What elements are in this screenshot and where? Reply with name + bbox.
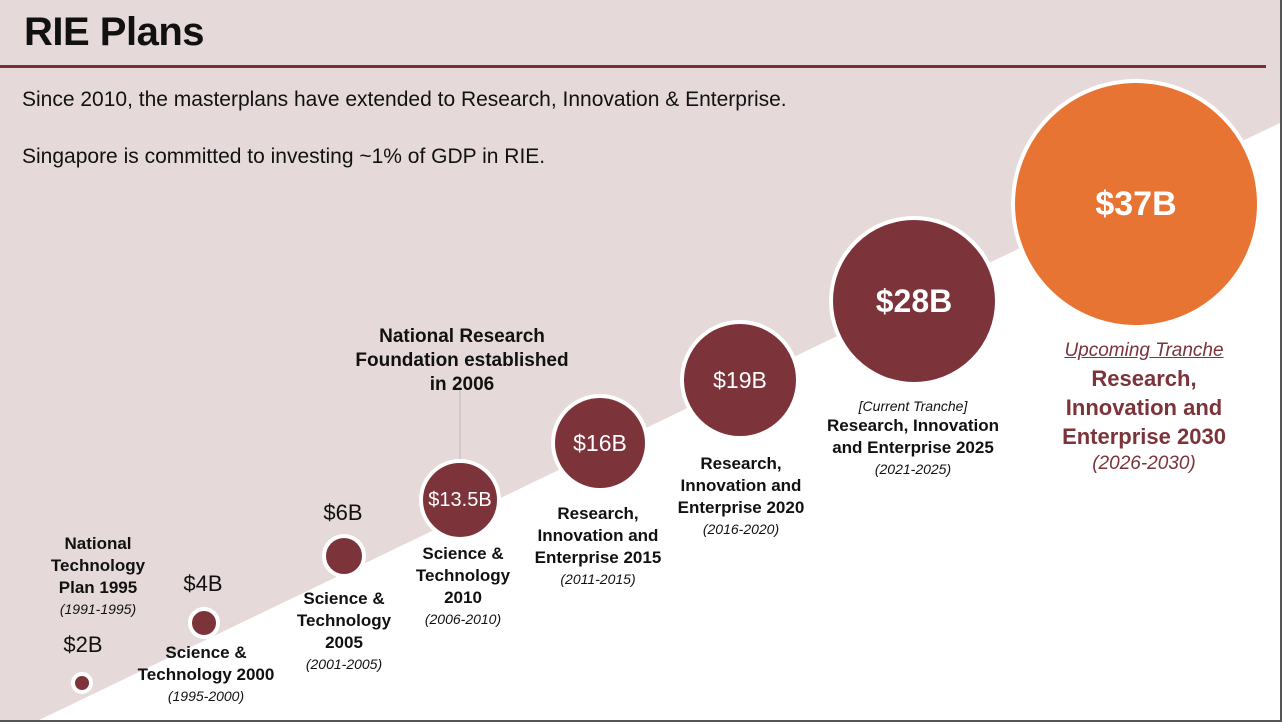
plan-years: (2021-2025) <box>874 461 952 477</box>
plan-circle-2000 <box>188 607 220 639</box>
plan-name: Science & Technology 2005 <box>296 589 392 652</box>
subtitle-2: Singapore is committed to investing ~1% … <box>22 145 546 168</box>
plan-circle-2015: $16B <box>551 394 649 492</box>
plan-years: (2001-2005) <box>305 656 383 672</box>
plan-years: (2016-2020) <box>702 521 780 537</box>
plan-name: Research, Innovation and Enterprise 2030 <box>1062 366 1226 449</box>
tranche-tag: [Current Tranche] <box>858 398 968 414</box>
plan-label-2010: Science & Technology 2010 (2006-2010) <box>408 543 518 629</box>
plan-circle-2030: $37B <box>1011 79 1261 329</box>
frame-right <box>1280 0 1282 722</box>
plan-label-2020: Research, Innovation and Enterprise 2020… <box>671 453 811 539</box>
plan-circle-2010: $13.5B <box>419 459 501 541</box>
plan-name: Research, Innovation and Enterprise 2025 <box>827 416 999 457</box>
plan-years: (2006-2010) <box>424 611 502 627</box>
plan-name: National Technology Plan 1995 <box>50 534 146 597</box>
plan-name: Research, Innovation and Enterprise 2020 <box>677 454 805 517</box>
plan-circle-1995 <box>71 672 93 694</box>
plan-years: (1995-2000) <box>167 688 245 704</box>
plan-circle-2020: $19B <box>680 320 800 440</box>
amount-2005: $6B <box>323 500 363 525</box>
plan-label-2030: Upcoming Tranche Research, Innovation and… <box>1049 338 1239 477</box>
plan-circle-2005 <box>322 534 366 578</box>
title-divider <box>0 65 1266 68</box>
amount-2010: $13.5B <box>428 488 492 511</box>
amount-1995: $2B <box>63 632 103 657</box>
amount-2025: $28B <box>875 282 953 319</box>
plan-label-2005: Science & Technology 2005 (2001-2005) <box>289 588 399 674</box>
plan-circle-2025: $28B <box>829 216 999 386</box>
amount-2030: $37B <box>1095 184 1177 223</box>
page-title: RIE Plans <box>24 10 205 54</box>
plan-name: Science & Technology 2010 <box>415 544 511 607</box>
plan-label-1995: National Technology Plan 1995 (1991-1995) <box>33 533 163 619</box>
amount-2015: $16B <box>573 429 627 456</box>
plan-name: Research, Innovation and Enterprise 2015 <box>534 504 662 567</box>
plan-years: (2011-2015) <box>560 571 636 587</box>
amount-2000: $4B <box>183 571 223 596</box>
plan-label-2000: Science & Technology 2000 (1995-2000) <box>126 642 286 706</box>
plan-years: (2026-2030) <box>1092 453 1196 474</box>
plan-label-2015: Research, Innovation and Enterprise 2015… <box>528 503 668 589</box>
plan-name: Science & Technology 2000 <box>137 643 275 684</box>
plan-years: (1991-1995) <box>59 601 137 617</box>
tranche-tag: Upcoming Tranche <box>1064 340 1224 361</box>
nrf-annotation: National Research Foundation established… <box>355 326 569 395</box>
frame-bottom <box>0 720 1282 722</box>
plan-label-2025: [Current Tranche] Research, Innovation an… <box>821 397 1006 479</box>
subtitle-1: Since 2010, the masterplans have extende… <box>22 88 787 111</box>
amount-2020: $19B <box>713 366 767 393</box>
